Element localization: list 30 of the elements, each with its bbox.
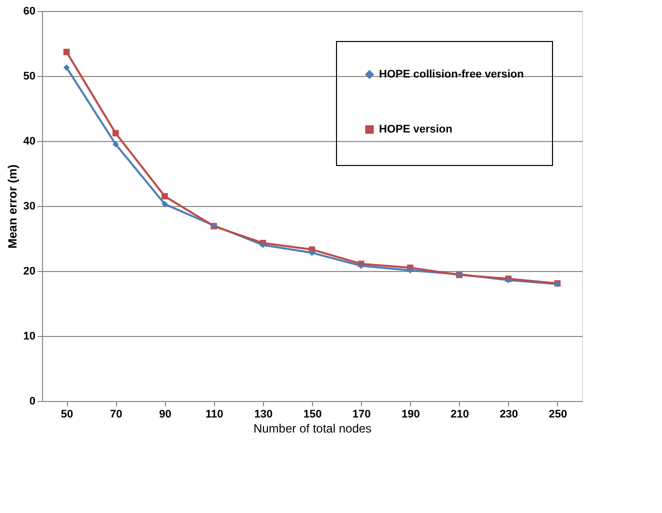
x-tick-label: 110 (205, 408, 224, 420)
point (308, 250, 316, 256)
y-tick-label: 20 (23, 266, 36, 278)
x-tick-label: 250 (548, 408, 568, 420)
y-tick-label: 40 (23, 136, 36, 148)
x-tick-label: 70 (110, 408, 122, 420)
x-tick-label: 50 (60, 408, 74, 420)
x-axis-title: Number of total nodes (253, 422, 372, 436)
point (407, 267, 414, 274)
x-tick-label: 230 (500, 408, 518, 420)
y-axis-title: Mean error (m) (5, 164, 20, 249)
legend-label: HOPE version (379, 124, 453, 136)
point (112, 141, 119, 148)
y-tick-label: 10 (23, 330, 36, 342)
legend-label: HOPE collision-free version (379, 68, 524, 80)
x-tick-label: 190 (402, 408, 420, 420)
y-tick-label: 30 (23, 200, 36, 212)
x-tick-label: 170 (352, 408, 371, 420)
x-tick-label: 150 (303, 408, 322, 420)
point (112, 130, 119, 136)
x-tick-label: 210 (450, 408, 469, 420)
x-tick-label: 130 (254, 408, 273, 420)
point (162, 193, 168, 200)
y-tick-label: 0 (29, 396, 36, 408)
point (63, 48, 70, 56)
y-tick-label: 60 (23, 6, 36, 18)
point (162, 200, 168, 208)
point (63, 64, 70, 71)
y-tick-label: 50 (23, 70, 36, 82)
x-tick-label: 90 (159, 408, 172, 420)
